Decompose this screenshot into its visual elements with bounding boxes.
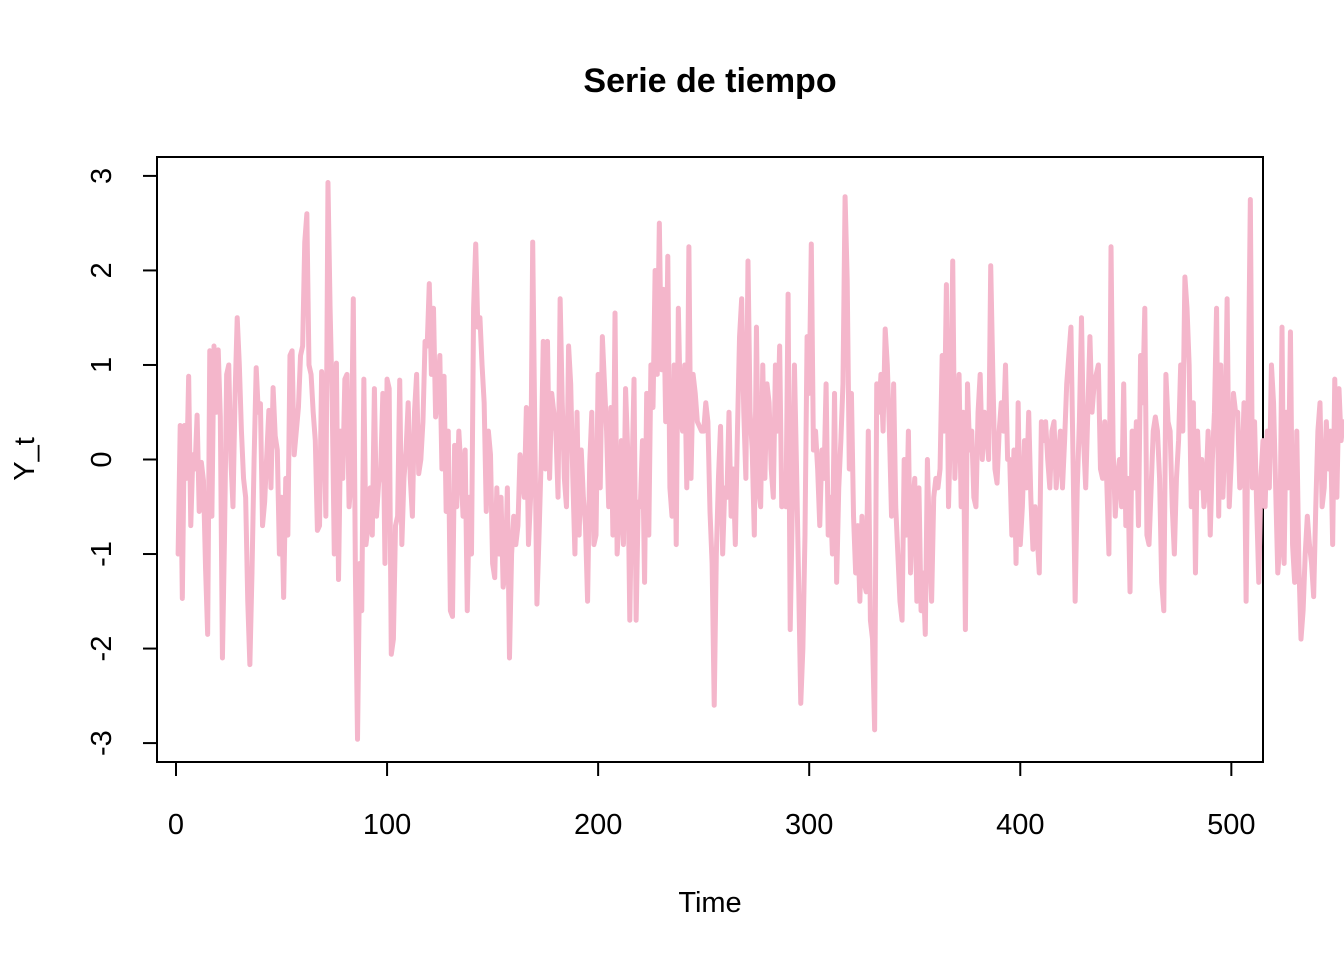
x-tick-label: 100: [363, 809, 411, 841]
y-tick-label: -3: [86, 730, 118, 756]
y-tick-label: 3: [86, 168, 118, 184]
x-tick-label: 300: [785, 809, 833, 841]
y-tick-label: 2: [86, 262, 118, 278]
y-tick-label: -2: [86, 636, 118, 662]
series-line-0: [175, 180, 1344, 742]
series-layer: [175, 180, 1344, 742]
y-tick-label: -1: [86, 541, 118, 567]
y-axis: -3 -2 -1 0 1 2 3: [86, 168, 158, 756]
y-tick-label: 0: [86, 451, 118, 467]
x-axis-title: Time: [678, 887, 741, 919]
x-tick-label: 400: [996, 809, 1044, 841]
x-tick-label: 200: [574, 809, 622, 841]
x-tick-label: 500: [1207, 809, 1255, 841]
y-axis-title: Y_t: [9, 437, 41, 481]
chart-title: Serie de tiempo: [583, 62, 836, 100]
x-tick-label: 0: [168, 809, 184, 841]
x-axis: 0 100 200 300 400 500: [168, 761, 1256, 841]
y-tick-label: 1: [86, 357, 118, 373]
